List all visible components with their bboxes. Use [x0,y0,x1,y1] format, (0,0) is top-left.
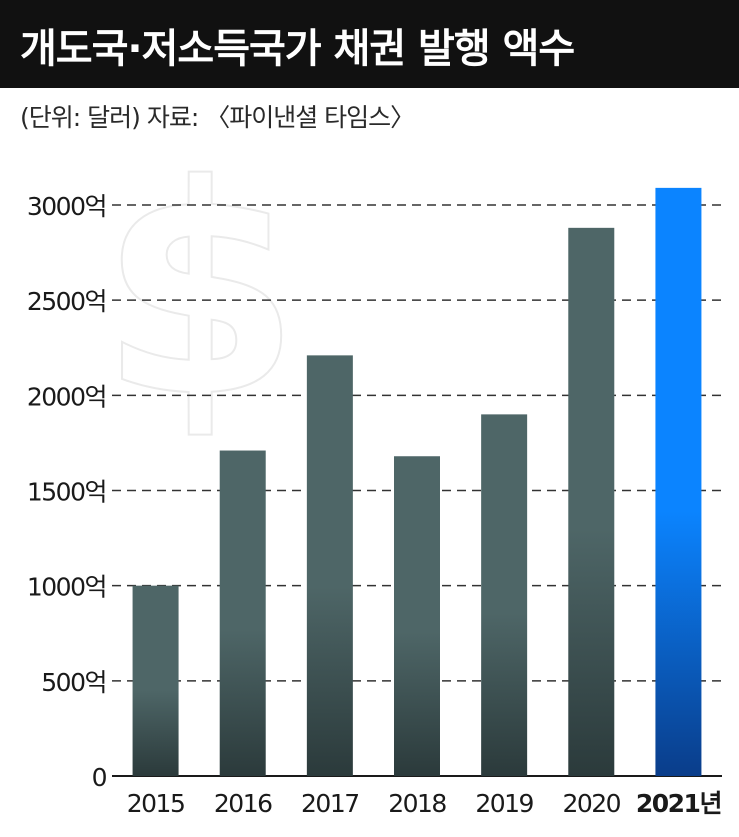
y-tick-label: 0 [92,763,107,792]
x-tick-label: 2018 [388,789,446,818]
x-tick-label: 2015 [127,789,185,818]
dollar-sign-icon: $ [99,124,301,461]
y-tick-label: 1000억 [27,573,106,602]
bar-2016 [219,450,266,776]
bar-2018 [394,456,440,776]
bar-2019 [481,414,528,776]
x-tick-label: 2019 [475,789,533,818]
bar-2020 [568,227,615,777]
x-tick-label: 2020 [562,789,620,818]
bar-2017 [306,355,353,776]
y-tick-label: 1500억 [27,478,106,507]
y-tick-label: 3000억 [27,192,106,221]
y-tick-label: 2000억 [27,382,106,411]
bar-2015 [132,585,179,776]
x-tick-label: 2017 [301,789,359,818]
bar-2021년 [655,187,702,776]
chart-subtitle: (단위: 달러) 자료: 〈파이낸셜 타임스〉 [20,103,415,132]
x-tick-label: 2021년 [636,789,721,818]
chart-title: 개도국·저소득국가 채권 발행 액수 [20,26,575,72]
y-tick-label: 500억 [41,668,106,697]
x-tick-label: 2016 [214,789,272,818]
y-tick-label: 2500억 [27,287,106,316]
title-bar: 개도국·저소득국가 채권 발행 액수 [0,0,739,88]
